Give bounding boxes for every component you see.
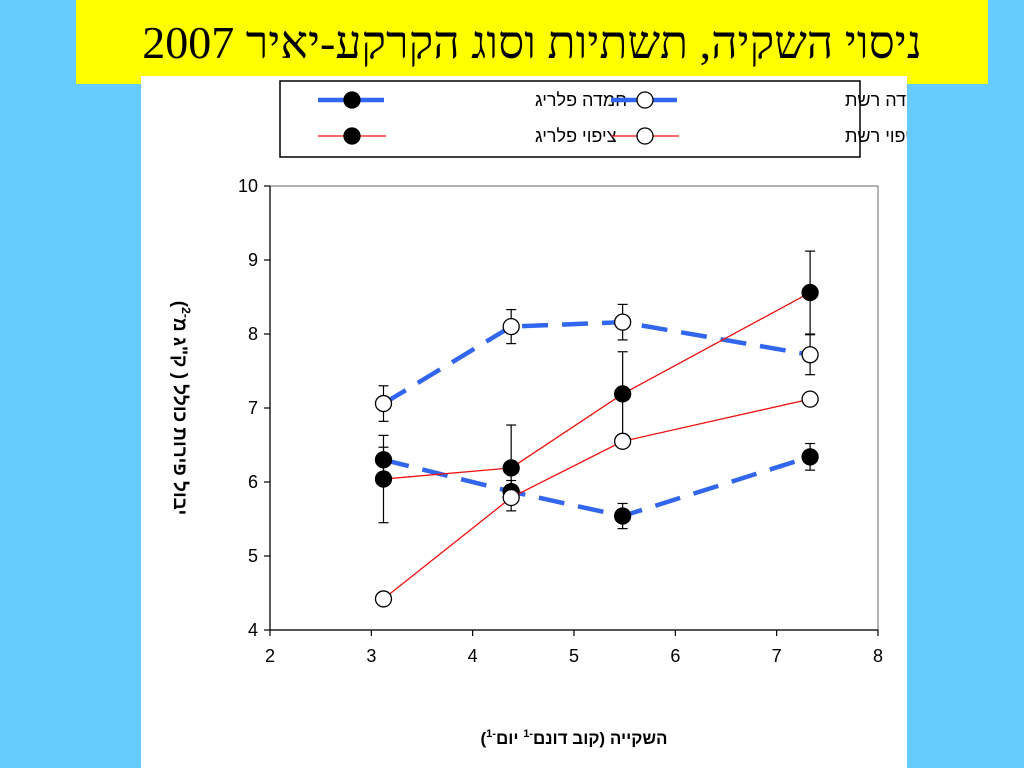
x-tick-label: 8	[873, 646, 883, 666]
data-point	[613, 432, 632, 450]
y-tick-label: 7	[248, 398, 258, 418]
title-banner: ניסוי השקיה, תשתיות וסוג הקרקע-יאיר 2007	[76, 0, 988, 84]
data-point	[801, 283, 819, 302]
series-4	[374, 390, 819, 608]
data-point	[801, 390, 819, 408]
data-point	[801, 346, 819, 364]
legend-marker	[636, 127, 654, 145]
legend-marker	[636, 91, 654, 109]
data-point	[502, 488, 520, 507]
slide-title: ניסוי השקיה, תשתיות וסוג הקרקע-יאיר 2007	[142, 16, 922, 68]
series-3	[374, 250, 819, 524]
x-tick-label: 2	[265, 646, 275, 666]
data-point	[502, 459, 520, 477]
y-axis-title: יבול פירות כולל ( ק"ג מ-2)	[169, 301, 193, 515]
plot-area	[269, 185, 879, 631]
series-line	[383, 291, 811, 480]
x-axis-title: השקייה (קוב דונם-1 יום-1)	[480, 728, 667, 748]
data-point	[374, 590, 393, 608]
legend-label: ציפוי פלריג	[535, 126, 617, 146]
legend-label: חמדה רשת	[845, 90, 907, 110]
chart-svg: חמדה פלריג חמדה רשת ציפוי פלריג ציפוי רשת 2…	[169, 80, 907, 748]
y-tick-label: 9	[248, 250, 258, 270]
data-point	[613, 313, 632, 331]
y-tick-label: 5	[248, 546, 258, 566]
series-2	[374, 303, 819, 422]
x-tick-label: 6	[670, 646, 680, 666]
series-layer	[374, 250, 819, 608]
legend-box	[279, 80, 861, 158]
x-tick-label: 4	[468, 646, 478, 666]
x-tick-label: 5	[569, 646, 579, 666]
chart-panel: חמדה פלריג חמדה רשת ציפוי פלריג ציפוי רשת 2…	[141, 76, 907, 768]
x-tick-label: 3	[366, 646, 376, 666]
legend-marker	[343, 127, 361, 145]
data-point	[502, 317, 520, 336]
data-point	[613, 507, 632, 525]
legend-marker	[343, 91, 361, 109]
series-line	[382, 454, 811, 519]
legend-label: ציפוי רשת	[845, 126, 907, 146]
legend: חמדה פלריג חמדה רשת ציפוי פלריג ציפוי רשת	[318, 90, 907, 146]
series-line	[383, 398, 811, 600]
data-point	[374, 470, 393, 488]
y-tick-label: 8	[248, 324, 258, 344]
data-point	[801, 448, 819, 466]
y-tick-label: 10	[238, 176, 258, 196]
y-tick-label: 6	[248, 472, 258, 492]
axis-ticks: 2 3 4 5 6 7 8 4 5 6 7 8 9 10	[238, 176, 883, 666]
x-tick-label: 7	[772, 646, 782, 666]
data-point	[374, 394, 393, 413]
data-point	[613, 385, 632, 403]
y-tick-label: 4	[248, 620, 258, 640]
series-line	[382, 319, 811, 406]
legend-label: חמדה פלריג	[535, 90, 627, 110]
